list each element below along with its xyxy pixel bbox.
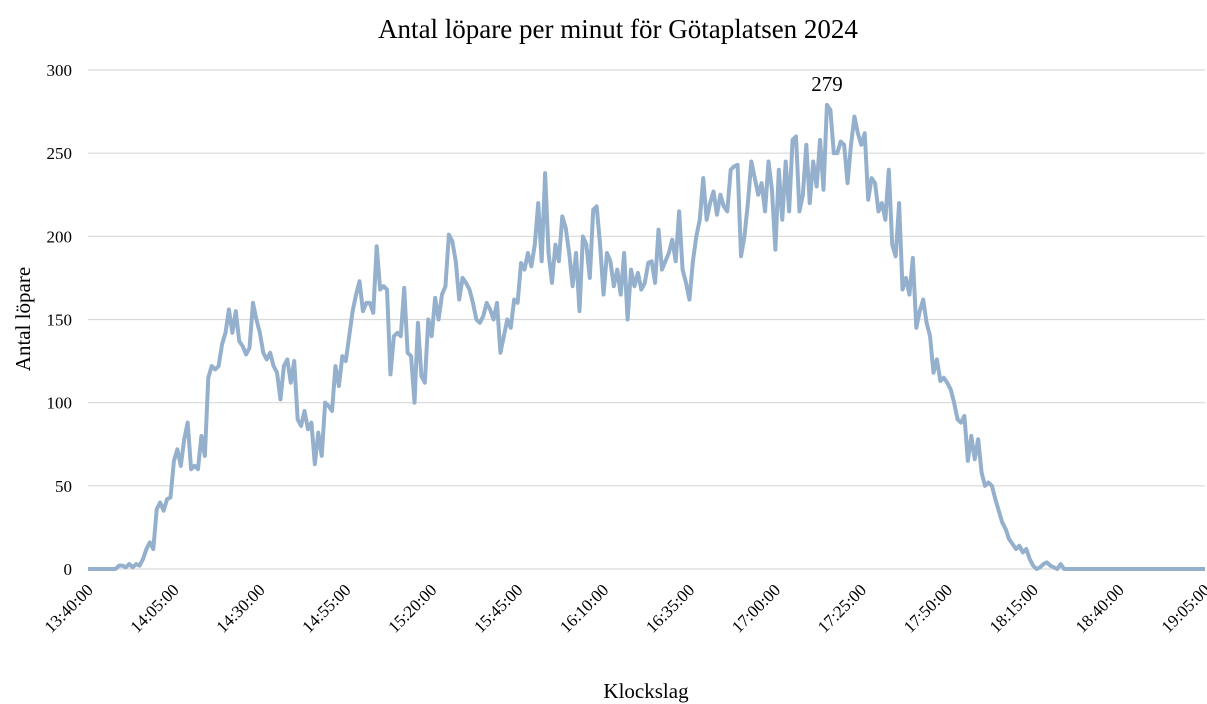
x-tick-label: 16:35:00 [642, 580, 698, 636]
x-tick-label: 17:25:00 [814, 580, 870, 636]
y-tick-label: 200 [47, 227, 73, 246]
chart-title: Antal löpare per minut för Götaplatsen 2… [378, 14, 858, 44]
x-tick-label: 17:00:00 [728, 580, 784, 636]
x-tick-label: 14:05:00 [127, 580, 183, 636]
x-tick-label: 19:05:00 [1158, 580, 1207, 636]
x-tick-label: 13:40:00 [41, 580, 97, 636]
y-tick-label: 300 [47, 61, 73, 80]
y-tick-label: 100 [47, 394, 73, 413]
y-tick-label: 50 [55, 477, 72, 496]
x-tick-label: 16:10:00 [556, 580, 612, 636]
x-axis-title: Klockslag [603, 679, 689, 703]
x-tick-label: 14:55:00 [298, 580, 354, 636]
x-tick-label: 15:45:00 [470, 580, 526, 636]
x-tick-label: 15:20:00 [384, 580, 440, 636]
y-tick-label: 250 [47, 144, 73, 163]
data-line [88, 102, 1205, 571]
x-tick-label: 18:15:00 [986, 580, 1042, 636]
x-tick-label: 18:40:00 [1072, 580, 1128, 636]
y-tick-label: 150 [47, 311, 73, 330]
y-tick-label: 0 [64, 560, 73, 579]
x-tick-label: 17:50:00 [900, 580, 956, 636]
peak-label: 279 [811, 72, 843, 96]
y-axis-title: Antal löpare [11, 267, 35, 371]
x-tick-label: 14:30:00 [212, 580, 268, 636]
